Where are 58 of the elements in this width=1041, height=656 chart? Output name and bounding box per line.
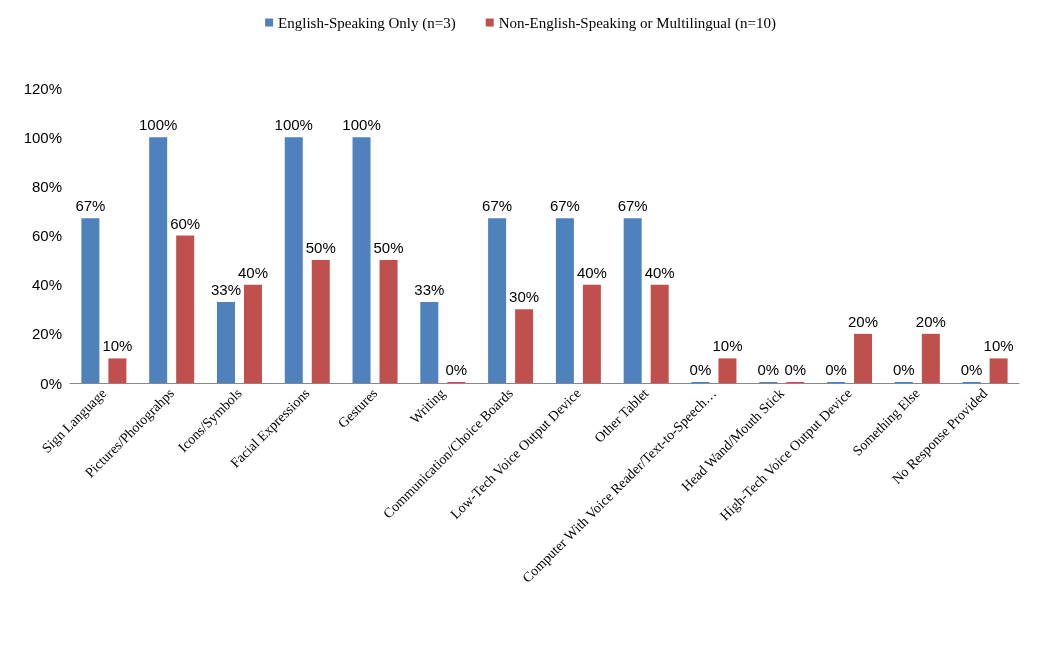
bar <box>420 301 439 383</box>
data-label: 0% <box>445 361 468 378</box>
data-label: 20% <box>915 312 946 330</box>
bar <box>108 358 127 383</box>
data-label: 33% <box>210 280 241 298</box>
data-label: 0% <box>892 361 915 378</box>
bar <box>488 218 507 383</box>
bar <box>379 260 398 383</box>
data-label: 50% <box>373 239 404 257</box>
y-tick-label: 0% <box>40 374 62 392</box>
data-label: 60% <box>170 214 201 232</box>
data-label: 0% <box>825 361 847 378</box>
y-tick-label: 80% <box>31 177 62 195</box>
data-label: 33% <box>414 280 445 298</box>
data-label: 0% <box>757 361 780 378</box>
bar <box>854 333 873 383</box>
data-label: 67% <box>617 197 648 215</box>
bar <box>921 333 940 383</box>
bar <box>243 284 262 383</box>
y-tick-label: 20% <box>31 325 62 343</box>
y-tick-label: 100% <box>23 128 62 146</box>
y-tick-label: 120% <box>23 79 62 97</box>
data-label: 10% <box>712 337 743 355</box>
bar <box>989 358 1008 383</box>
data-label: 10% <box>102 337 133 355</box>
legend-label: Non-English-Speaking or Multilingual (n=10) <box>498 14 776 32</box>
data-label: 40% <box>237 263 268 281</box>
data-label: 0% <box>784 361 807 378</box>
bar <box>311 260 330 383</box>
data-label: 67% <box>549 197 580 215</box>
data-label: 40% <box>644 263 675 281</box>
bar <box>216 301 235 383</box>
data-label: 100% <box>274 116 313 134</box>
legend-label: English-Speaking Only (n=3) <box>278 14 456 32</box>
data-label: 67% <box>75 197 106 215</box>
bar <box>81 218 100 383</box>
bar <box>582 284 601 383</box>
bar <box>555 218 574 383</box>
data-label: 10% <box>983 337 1014 355</box>
bar <box>650 284 669 383</box>
data-label: 50% <box>305 239 336 257</box>
bar <box>149 137 168 383</box>
y-tick-label: 40% <box>31 276 62 294</box>
data-label: 0% <box>960 361 983 378</box>
data-label: 100% <box>138 116 178 134</box>
bar <box>623 218 642 383</box>
bar <box>352 137 371 383</box>
data-label: 0% <box>689 361 712 378</box>
data-label: 30% <box>509 288 540 306</box>
data-label: 67% <box>482 197 513 215</box>
bar <box>284 137 303 383</box>
data-label: 20% <box>848 312 879 330</box>
bar <box>718 358 737 383</box>
bar <box>176 235 195 383</box>
bar <box>515 309 534 383</box>
y-tick-label: 60% <box>31 227 62 244</box>
data-label: 100% <box>342 116 381 134</box>
data-label: 40% <box>576 263 607 281</box>
